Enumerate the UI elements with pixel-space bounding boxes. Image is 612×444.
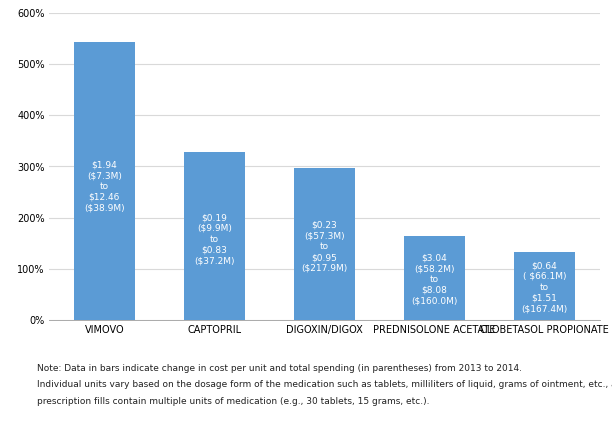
Text: $1.94
($7.3M)
to
$12.46
($38.9M): $1.94 ($7.3M) to $12.46 ($38.9M)	[84, 160, 125, 212]
Bar	[74, 42, 135, 320]
Text: $0.23
($57.3M)
to
$0.95
($217.9M): $0.23 ($57.3M) to $0.95 ($217.9M)	[301, 221, 348, 273]
Text: prescription fills contain multiple units of medication (e.g., 30 tablets, 15 gr: prescription fills contain multiple unit…	[37, 397, 429, 406]
Text: Note: Data in bars indicate change in cost per unit and total spending (in paren: Note: Data in bars indicate change in co…	[37, 364, 521, 373]
Bar	[184, 152, 245, 320]
Text: Individual units vary based on the dosage form of the medication such as tablets: Individual units vary based on the dosag…	[37, 381, 612, 389]
Bar	[514, 252, 575, 320]
Bar	[294, 168, 354, 320]
Bar	[404, 237, 465, 320]
Text: $3.04
($58.2M)
to
$8.08
($160.0M): $3.04 ($58.2M) to $8.08 ($160.0M)	[411, 254, 458, 306]
Text: $0.64
( $66.1M)
to
$1.51
($167.4M): $0.64 ( $66.1M) to $1.51 ($167.4M)	[521, 261, 567, 313]
Text: $0.19
($9.9M)
to
$0.83
($37.2M): $0.19 ($9.9M) to $0.83 ($37.2M)	[194, 213, 234, 265]
